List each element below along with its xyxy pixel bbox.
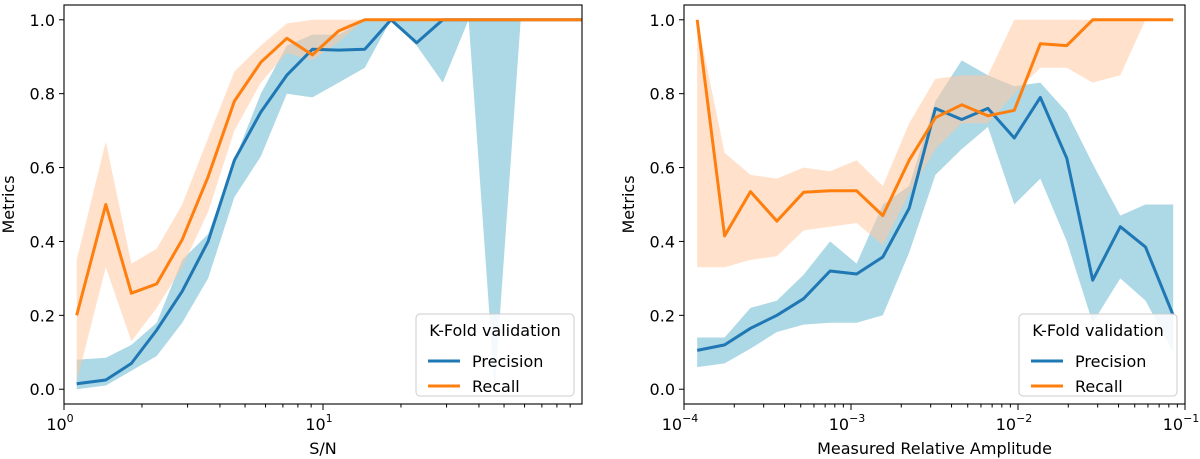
y-tick-label: 1.0 bbox=[30, 11, 55, 30]
legend-title: K-Fold validation bbox=[429, 321, 560, 340]
x-tick-exponent: −4 bbox=[682, 412, 698, 425]
x-tick-exponent: 1 bbox=[326, 412, 333, 425]
x-tick-label: 10−2 bbox=[996, 412, 1033, 434]
precision-band bbox=[76, 19, 582, 390]
x-tick-base: 10 bbox=[305, 415, 325, 434]
x-tick-label: 100 bbox=[46, 412, 73, 434]
y-tick-label: 0.2 bbox=[650, 306, 675, 325]
amplitude-metrics-chart: 0.00.20.40.60.81.010−4 10−3 10−2 10−1Measur… bbox=[619, 4, 1200, 458]
y-tick-label: 0.6 bbox=[650, 159, 675, 178]
recall-line bbox=[695, 18, 1174, 238]
legend: K-Fold validation Precision Recall bbox=[1018, 313, 1178, 397]
precision-line bbox=[696, 95, 1175, 352]
precision-legend-label: Precision bbox=[472, 352, 543, 371]
recall-band bbox=[697, 19, 1174, 268]
x-tick-label: 10−1 bbox=[1163, 412, 1200, 434]
y-tick-label: 0.0 bbox=[30, 380, 55, 399]
precision-band bbox=[697, 60, 1174, 368]
x-tick-exponent: −1 bbox=[1183, 412, 1199, 425]
y-tick-label: 0.4 bbox=[650, 232, 675, 251]
x-tick-label: 101 bbox=[305, 412, 332, 434]
recall-legend-label: Recall bbox=[472, 377, 520, 396]
legend: K-Fold validation Precision Recall bbox=[415, 313, 575, 397]
x-tick-label: 10−4 bbox=[662, 412, 699, 434]
recall-line bbox=[75, 18, 582, 316]
x-tick-exponent: 0 bbox=[67, 412, 74, 425]
x-tick-base: 10 bbox=[1163, 415, 1183, 434]
x-axis-label: S/N bbox=[309, 439, 337, 458]
y-axis-label: Metrics bbox=[0, 175, 18, 233]
y-tick-label: 1.0 bbox=[650, 11, 675, 30]
y-tick-label: 0.0 bbox=[650, 380, 675, 399]
y-tick-label: 0.4 bbox=[30, 232, 55, 251]
x-tick-exponent: −3 bbox=[849, 412, 865, 425]
y-tick-label: 0.8 bbox=[30, 85, 55, 104]
legend-box bbox=[415, 313, 575, 397]
y-tick-label: 0.6 bbox=[30, 159, 55, 178]
x-tick-base: 10 bbox=[996, 415, 1016, 434]
x-tick-label: 10−3 bbox=[829, 412, 866, 434]
y-tick-label: 0.8 bbox=[650, 85, 675, 104]
y-axis-label: Metrics bbox=[619, 175, 638, 233]
x-axis-label: Measured Relative Amplitude bbox=[817, 439, 1052, 458]
y-tick-label: 0.2 bbox=[30, 306, 55, 325]
legend-box bbox=[1018, 313, 1178, 397]
axes-frame bbox=[683, 4, 1186, 405]
x-tick-exponent: −2 bbox=[1016, 412, 1032, 425]
x-tick-base: 10 bbox=[46, 415, 66, 434]
x-tick-base: 10 bbox=[829, 415, 849, 434]
plot-area bbox=[75, 18, 582, 390]
legend-title: K-Fold validation bbox=[1032, 321, 1163, 340]
x-tick-base: 10 bbox=[662, 415, 682, 434]
plot-area bbox=[695, 18, 1175, 368]
recall-legend-label: Recall bbox=[1075, 377, 1123, 396]
precision-legend-label: Precision bbox=[1075, 352, 1146, 371]
